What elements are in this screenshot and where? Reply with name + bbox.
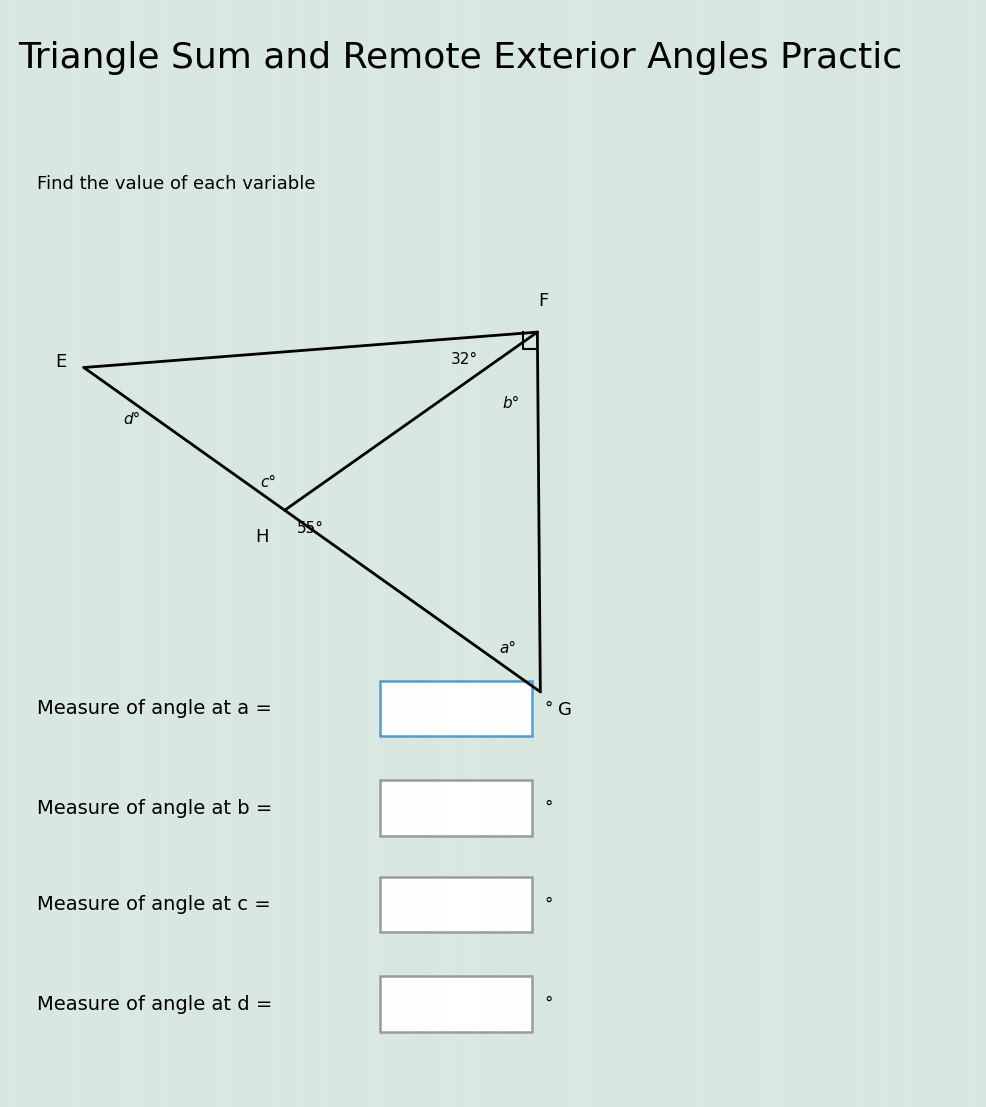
Text: H: H — [255, 528, 269, 546]
Text: °: ° — [544, 896, 552, 913]
Text: d°: d° — [123, 412, 140, 427]
Text: Measure of angle at b =: Measure of angle at b = — [37, 798, 273, 818]
Text: Find the value of each variable: Find the value of each variable — [37, 175, 316, 193]
Text: E: E — [55, 353, 66, 371]
Text: 55°: 55° — [297, 521, 323, 536]
Bar — [380, 780, 532, 836]
Text: Measure of angle at d =: Measure of angle at d = — [37, 994, 273, 1014]
Text: Measure of angle at a =: Measure of angle at a = — [37, 699, 272, 718]
Text: 32°: 32° — [451, 352, 478, 368]
Text: Triangle Sum and Remote Exterior Angles Practic: Triangle Sum and Remote Exterior Angles … — [18, 41, 902, 75]
Text: F: F — [538, 292, 548, 310]
Text: b°: b° — [503, 396, 520, 412]
Text: °: ° — [544, 995, 552, 1013]
Bar — [380, 976, 532, 1032]
Text: a°: a° — [500, 641, 517, 656]
Text: °: ° — [544, 700, 552, 717]
Text: Measure of angle at c =: Measure of angle at c = — [37, 894, 271, 914]
Text: G: G — [558, 701, 572, 718]
Bar — [380, 681, 532, 736]
Text: °: ° — [544, 799, 552, 817]
Bar — [380, 877, 532, 932]
Text: c°: c° — [260, 475, 277, 490]
